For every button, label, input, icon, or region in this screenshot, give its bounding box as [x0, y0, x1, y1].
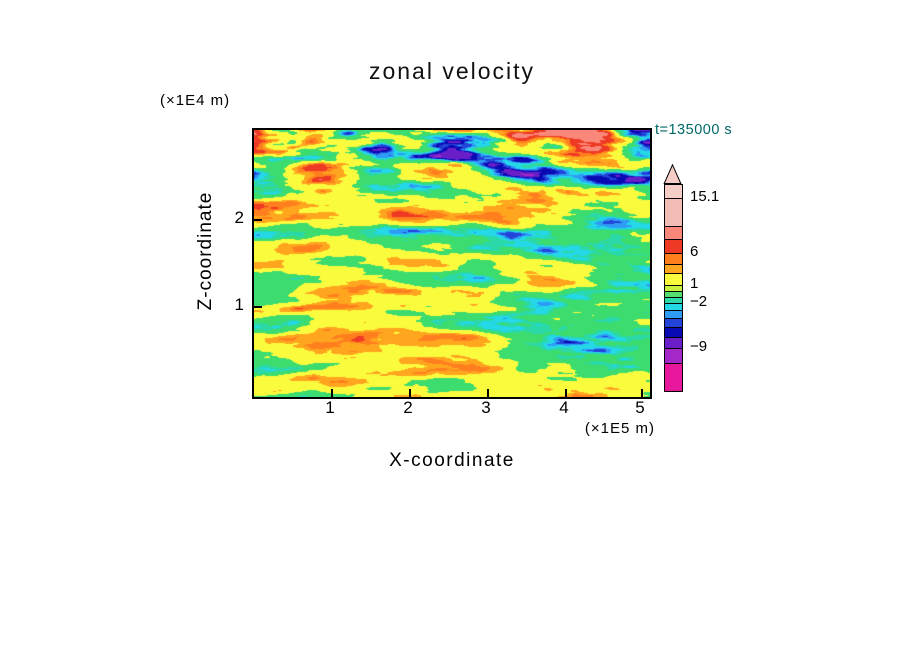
colorbar-tick-label: −2 — [690, 293, 708, 310]
x-tick-mark — [641, 389, 643, 397]
contour-field-canvas — [254, 130, 650, 397]
colorbar-segment — [665, 363, 682, 391]
colorbar-overflow-arrow-icon — [663, 164, 682, 184]
colorbar-segment — [665, 198, 682, 226]
y-tick-label: 1 — [234, 295, 244, 314]
colorbar-segment — [665, 185, 682, 198]
plot-title: zonal velocity — [368, 58, 536, 84]
colorbar-segment — [665, 348, 682, 363]
colorbar-segment — [665, 291, 682, 297]
colorbar — [664, 184, 683, 392]
x-tick-mark — [409, 389, 411, 397]
colorbar-tick-label: −9 — [690, 338, 708, 355]
colorbar-segment — [665, 226, 682, 239]
colorbar-tick-label: 1 — [690, 275, 699, 292]
colorbar-segment — [665, 310, 682, 318]
x-tick-label: 4 — [559, 398, 569, 417]
y-tick-label: 2 — [234, 208, 244, 227]
colorbar-segment — [665, 239, 682, 253]
x-axis-label: X-coordinate — [389, 450, 515, 471]
colorbar-segment — [665, 285, 682, 291]
colorbar-segment — [665, 303, 682, 310]
y-tick-mark — [254, 306, 262, 308]
x-tick-label: 2 — [403, 398, 413, 417]
colorbar-segment — [665, 327, 682, 337]
y-axis-label: Z-coordinate — [195, 191, 216, 311]
x-tick-mark — [487, 389, 489, 397]
colorbar-segment — [665, 273, 682, 285]
colorbar-segment — [665, 297, 682, 303]
y-axis-unit: (×1E4 m) — [160, 92, 231, 109]
x-tick-mark — [565, 389, 567, 397]
time-annotation: t=135000 s — [655, 122, 733, 138]
x-axis-unit: (×1E5 m) — [584, 420, 655, 437]
colorbar-segment — [665, 318, 682, 327]
colorbar-segment — [665, 253, 682, 264]
colorbar-tick-label: 15.1 — [690, 188, 720, 205]
x-tick-label: 5 — [635, 398, 645, 417]
y-tick-mark — [254, 219, 262, 221]
colorbar-segment — [665, 264, 682, 273]
x-tick-mark — [331, 389, 333, 397]
x-tick-label: 3 — [481, 398, 491, 417]
colorbar-segment — [665, 337, 682, 348]
x-tick-label: 1 — [325, 398, 335, 417]
colorbar-tick-label: 6 — [690, 243, 699, 260]
plot-area — [252, 128, 652, 399]
